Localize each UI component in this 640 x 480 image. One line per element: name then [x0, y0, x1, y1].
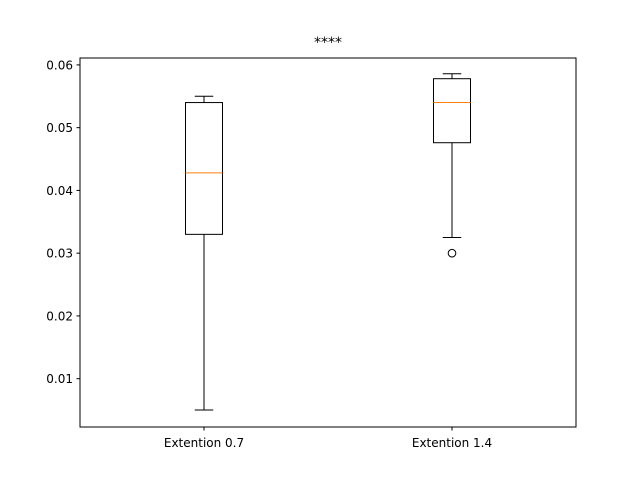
- x-tick-label: Extention 1.4: [412, 436, 492, 450]
- iqr-box: [185, 102, 223, 235]
- y-tick-label: 0.01: [46, 372, 73, 386]
- y-tick-label: 0.06: [46, 58, 73, 72]
- iqr-box: [433, 78, 471, 144]
- plot-frame: [79, 57, 577, 428]
- y-tick-label: 0.04: [46, 184, 73, 198]
- y-tick-label: 0.02: [46, 309, 73, 323]
- y-tick-label: 0.03: [46, 247, 73, 261]
- x-tick-label: Extention 0.7: [164, 436, 244, 450]
- outlier-point: [447, 248, 457, 258]
- y-tick-label: 0.05: [46, 121, 73, 135]
- chart-title: ****: [314, 35, 342, 51]
